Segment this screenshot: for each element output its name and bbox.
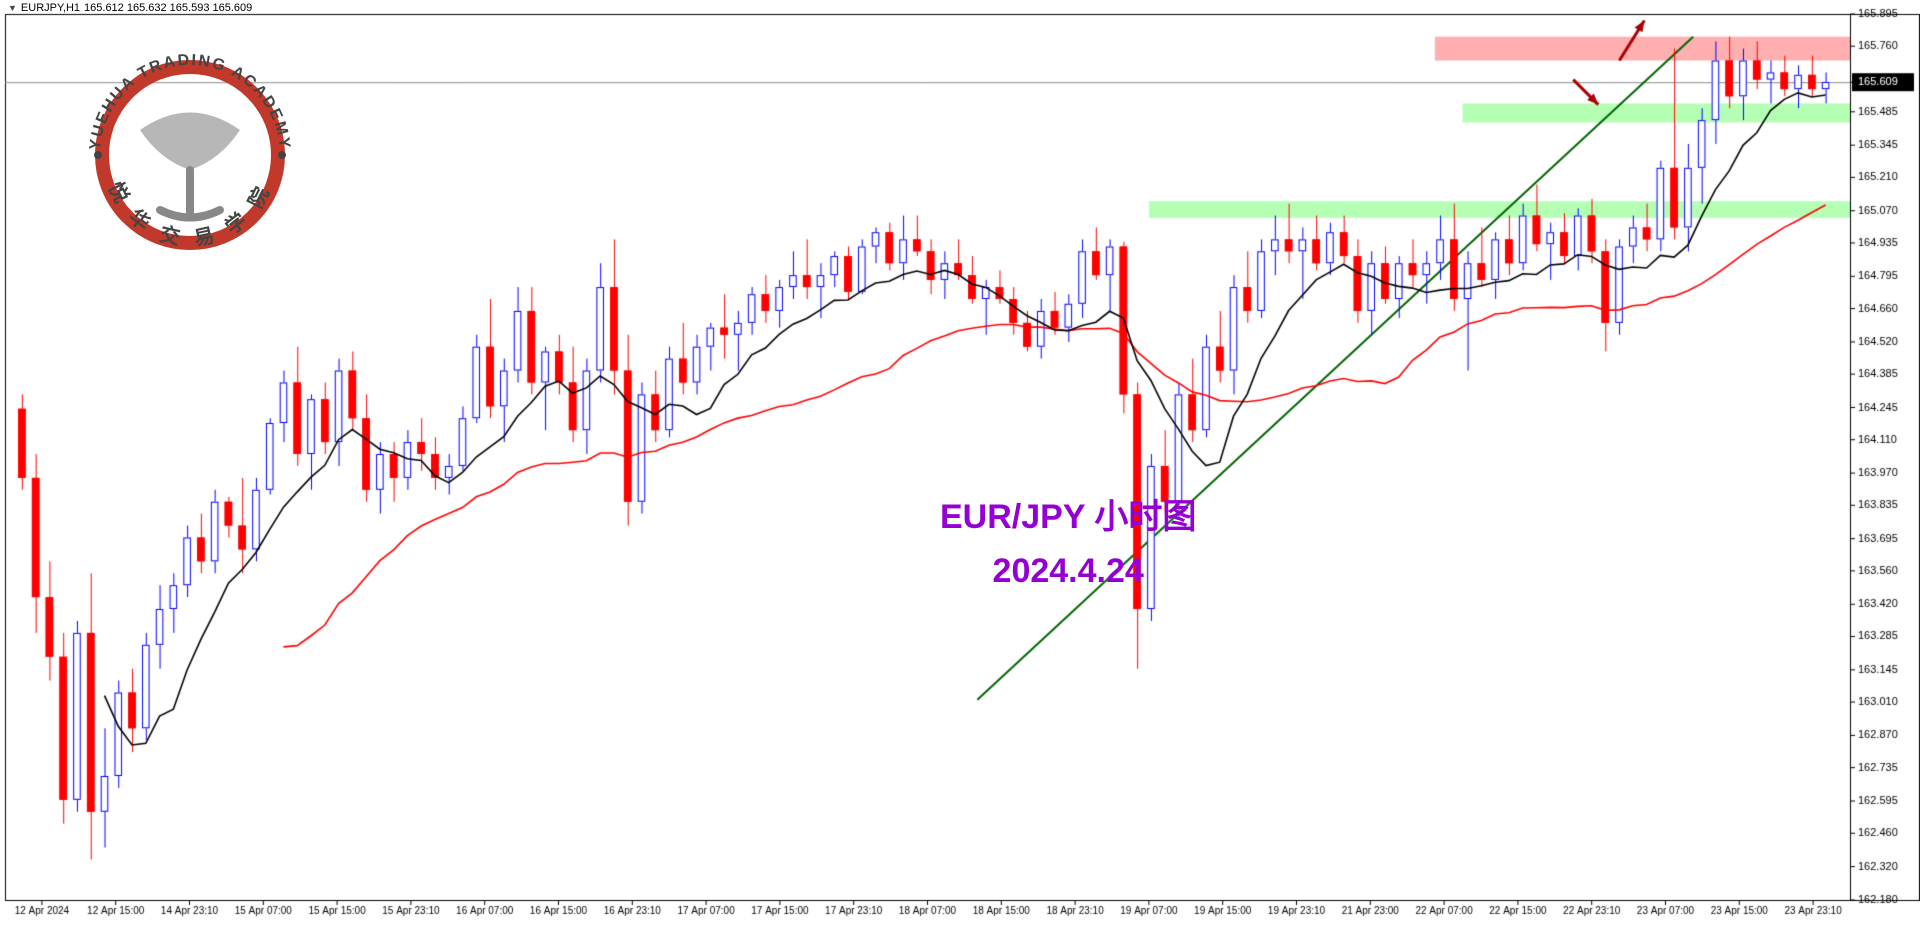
academy-logo: YUEHUA TRADING ACADEMY 悦 华 交 易 学 院 [60,25,320,290]
ohlc-label: 165.612 165.632 165.593 165.609 [84,2,252,14]
chart-annotation: EUR/JPY 小时图 2024.4.24 [940,490,1196,599]
logo-svg: YUEHUA TRADING ACADEMY 悦 华 交 易 学 院 [60,25,320,285]
annotation-line2: 2024.4.24 [940,544,1196,598]
symbol-label: EURJPY,H1 [21,2,80,14]
annotation-line1: EUR/JPY 小时图 [940,490,1196,544]
chart-header: ▼ EURJPY,H1 165.612 165.632 165.593 165.… [8,2,252,14]
dropdown-icon: ▼ [8,3,17,13]
